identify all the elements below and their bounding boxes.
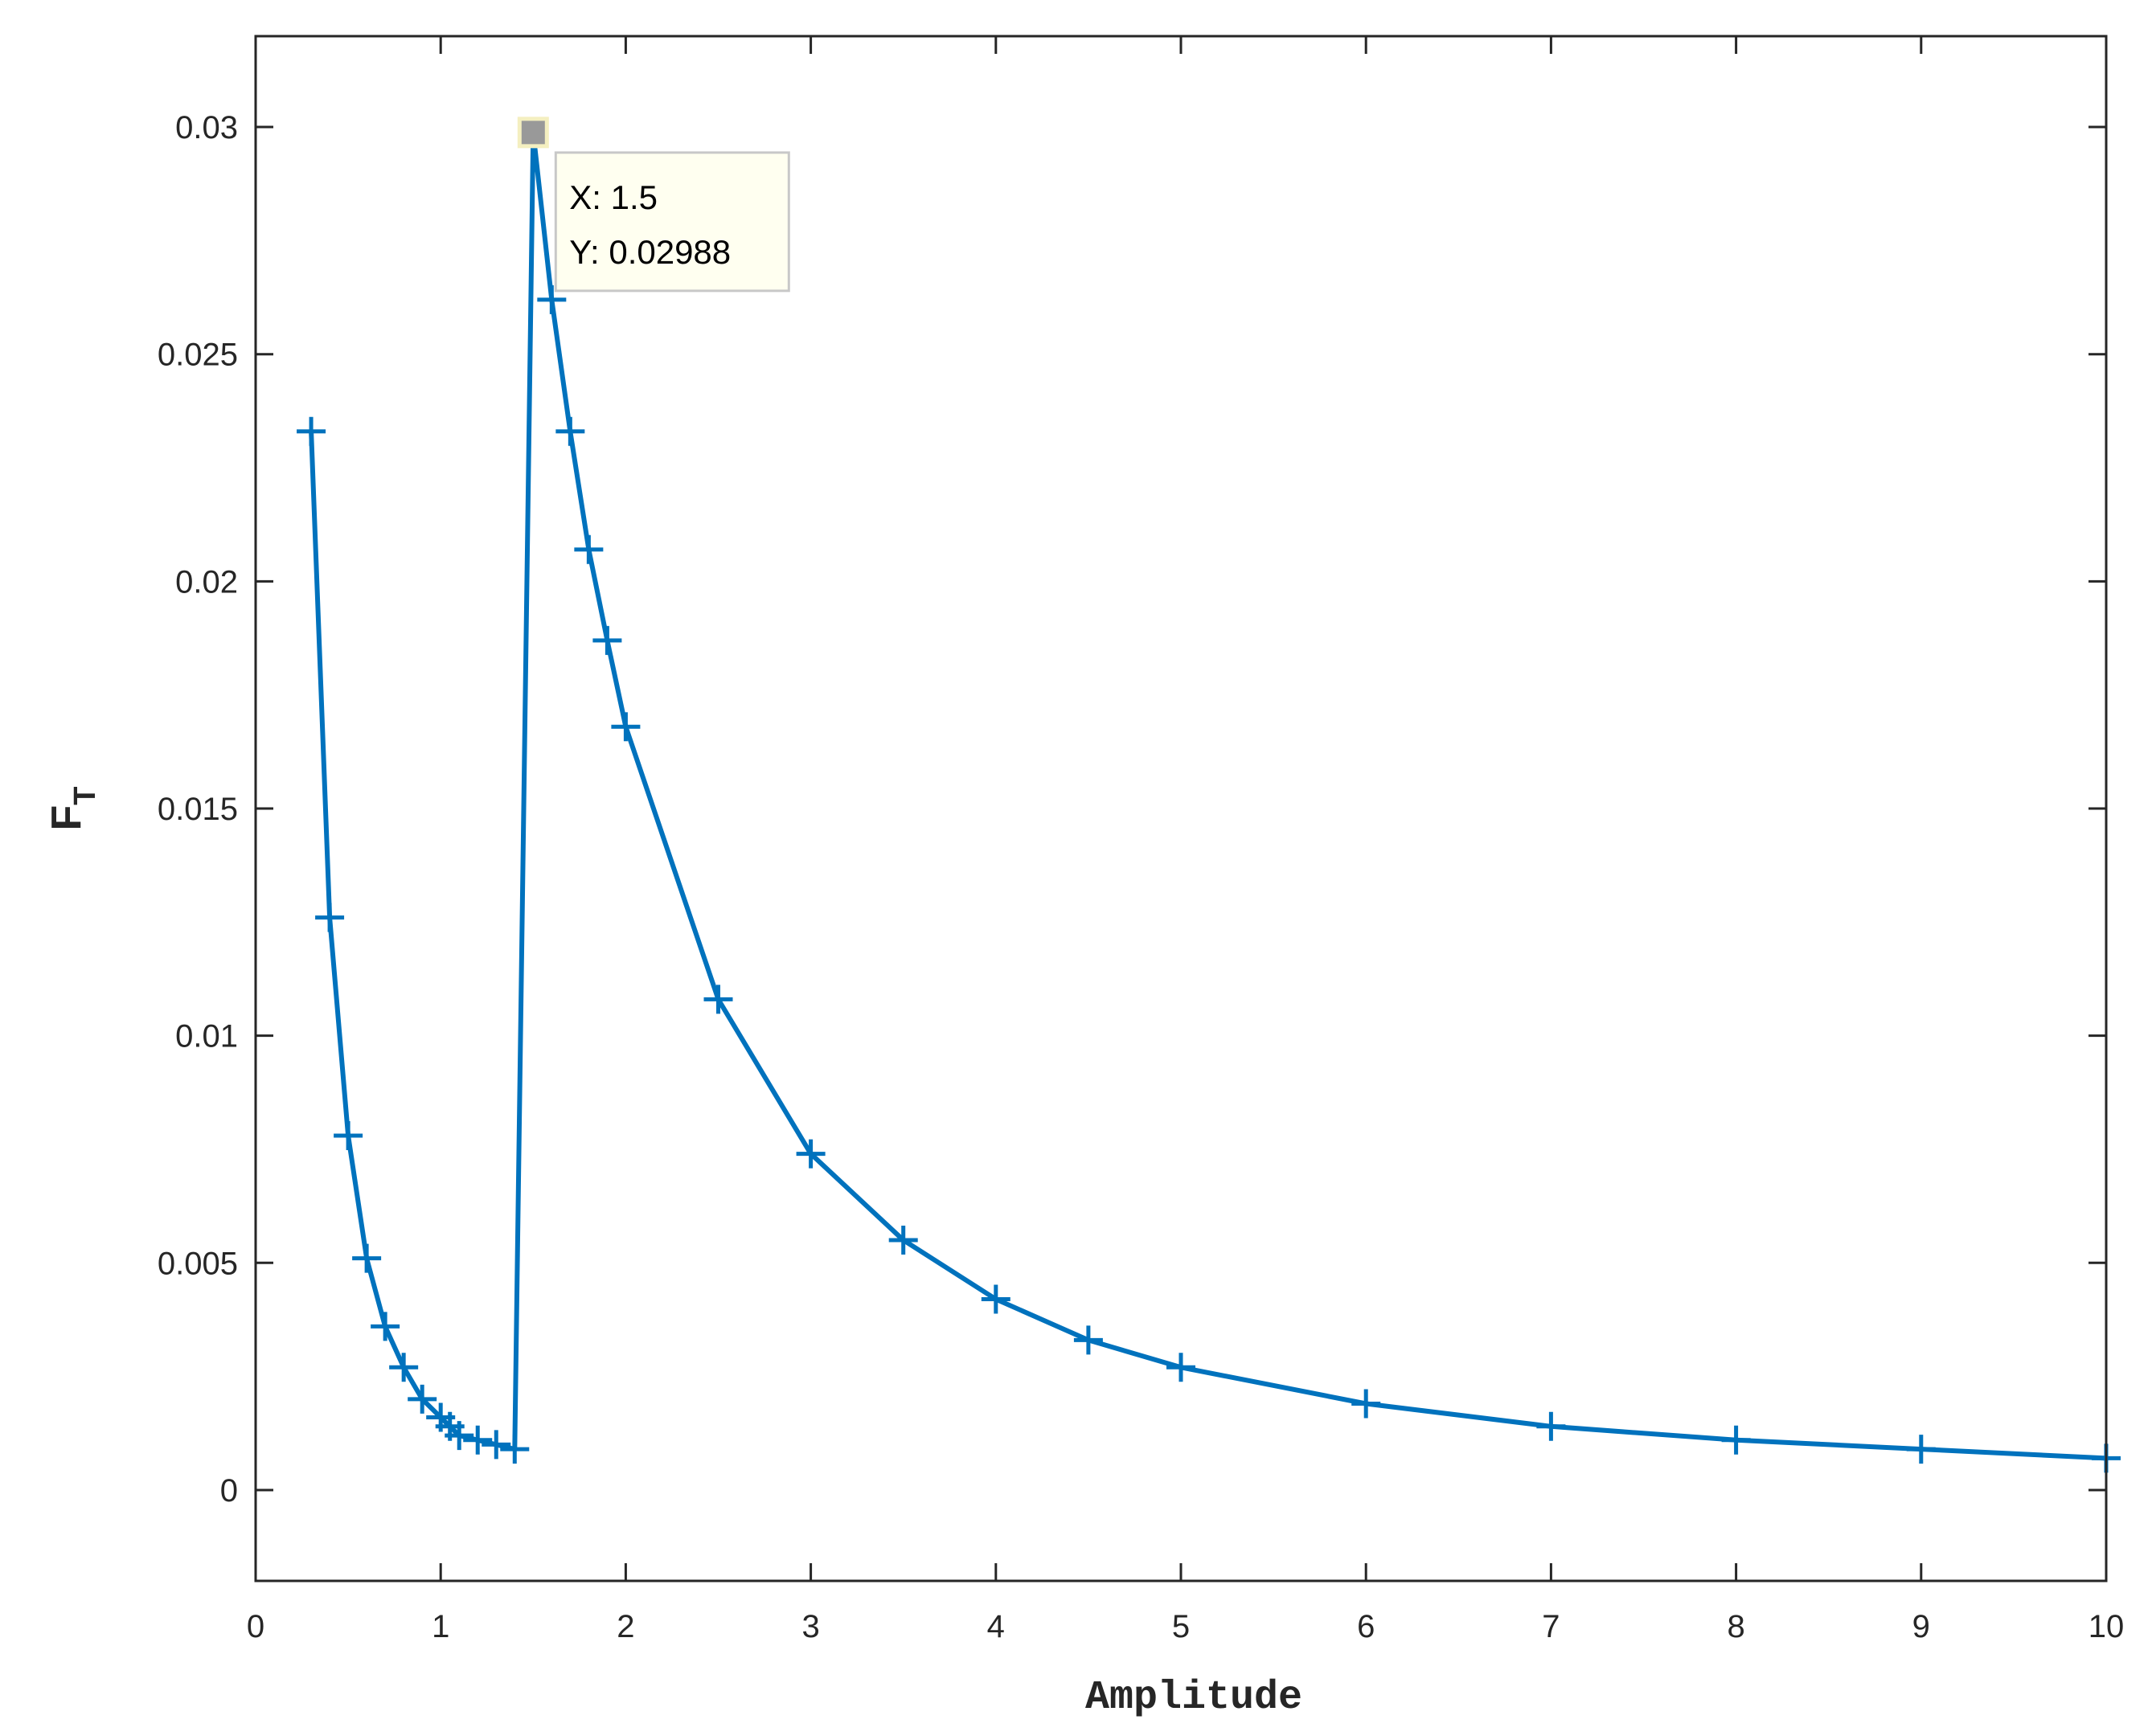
data-point-marker xyxy=(888,1226,918,1255)
datatip-y-text: Y: 0.02988 xyxy=(569,233,731,271)
datatip-point-marker[interactable] xyxy=(517,117,549,149)
data-point-marker xyxy=(482,1430,511,1460)
data-point-marker xyxy=(500,1435,530,1464)
data-point-marker xyxy=(371,1312,400,1341)
data-point-marker xyxy=(574,534,604,564)
x-tick-label: 6 xyxy=(1357,1609,1375,1644)
y-tick-label: 0.015 xyxy=(158,792,238,827)
series-line xyxy=(309,129,2107,1461)
datatip-x-text: X: 1.5 xyxy=(569,178,658,216)
data-point-marker xyxy=(796,1139,826,1169)
data-point-marker xyxy=(352,1243,382,1273)
data-point-marker xyxy=(703,985,733,1014)
y-tick-label: 0.01 xyxy=(175,1019,238,1054)
x-tick-label: 3 xyxy=(801,1609,819,1644)
data-point-marker xyxy=(1073,1325,1103,1355)
data-point-marker xyxy=(1166,1353,1195,1382)
x-tick-label: 10 xyxy=(2088,1609,2125,1644)
x-tick-label: 2 xyxy=(617,1609,634,1644)
marker-layer xyxy=(297,117,2121,1473)
datatip[interactable]: X: 1.5 Y: 0.02988 xyxy=(517,117,790,293)
series-layer xyxy=(309,129,2107,1461)
data-point-marker xyxy=(981,1284,1010,1314)
y-tick-label: 0.03 xyxy=(175,110,238,145)
x-tick-label: 7 xyxy=(1542,1609,1560,1644)
y-axis-label: FT xyxy=(43,787,102,831)
data-point-marker xyxy=(611,712,641,742)
data-point-marker xyxy=(1536,1411,1566,1441)
x-tick-label: 5 xyxy=(1172,1609,1190,1644)
data-point-marker xyxy=(297,416,326,446)
data-point-marker xyxy=(555,416,585,446)
data-point-marker xyxy=(408,1384,437,1414)
y-axis-label-subscript: T xyxy=(68,787,102,805)
data-point-marker xyxy=(389,1353,419,1382)
plot-background xyxy=(256,36,2106,1581)
datatip-box[interactable] xyxy=(554,151,790,293)
tick-layer: 0 1 2 3 4 5 6 7 8 9 10 0 0.005 0.01 0.015 0.02 0.025 0.03 xyxy=(158,36,2124,1644)
y-tick-label: 0.005 xyxy=(158,1246,238,1281)
data-point-marker xyxy=(334,1121,363,1151)
data-point-marker xyxy=(445,1421,474,1451)
data-point-marker xyxy=(1721,1425,1751,1455)
y-tick-label: 0.025 xyxy=(158,338,238,373)
data-point-marker xyxy=(1906,1435,1936,1464)
data-point-marker xyxy=(592,625,622,655)
data-point-marker xyxy=(315,903,345,932)
x-tick-label: 1 xyxy=(432,1609,449,1644)
y-tick-label: 0 xyxy=(220,1473,238,1509)
y-axis-label-main: F xyxy=(43,805,90,831)
x-tick-label: 8 xyxy=(1727,1609,1744,1644)
data-point-marker xyxy=(463,1425,493,1455)
x-tick-label: 0 xyxy=(247,1609,264,1644)
data-point-marker xyxy=(1351,1389,1381,1419)
x-tick-label: 9 xyxy=(1912,1609,1930,1644)
y-tick-label: 0.02 xyxy=(175,564,238,600)
data-point-marker xyxy=(537,285,567,314)
x-tick-label: 4 xyxy=(987,1609,1005,1644)
x-axis-label: Amplitude xyxy=(1085,1675,1302,1721)
